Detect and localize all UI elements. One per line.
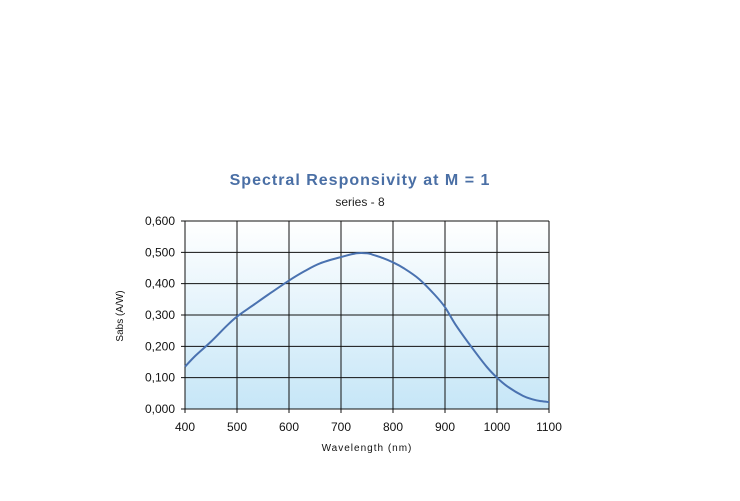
x-tick-label: 600 (279, 420, 299, 434)
y-tick-label: 0,300 (145, 308, 175, 322)
x-axis-label: Wavelength (nm) (322, 443, 413, 454)
y-axis-ticks: 0,000 0,100 0,200 0,300 0,400 0,500 0,600 (145, 214, 175, 416)
y-axis-label: Sabs (A/W) (115, 290, 126, 341)
x-tick-label: 900 (435, 420, 455, 434)
y-tick-label: 0,200 (145, 339, 175, 353)
y-tick-label: 0,400 (145, 277, 175, 291)
x-tick-label: 1000 (484, 420, 511, 434)
chart-title: Spectral Responsivity at M = 1 (229, 172, 491, 189)
x-axis-ticks: 400 500 600 700 800 900 1000 1100 (175, 420, 562, 434)
chart-subtitle: series - 8 (335, 195, 385, 209)
y-tick-label: 0,000 (145, 402, 175, 416)
x-tick-label: 700 (331, 420, 351, 434)
y-tick-label: 0,100 (145, 371, 175, 385)
x-tick-label: 800 (383, 420, 403, 434)
series-points (184, 253, 550, 403)
y-tick-label: 0,600 (145, 214, 175, 228)
y-tick-label: 0,500 (145, 245, 175, 259)
x-tick-label: 500 (227, 420, 247, 434)
grid (181, 220, 550, 413)
x-tick-label: 400 (175, 420, 195, 434)
x-tick-label: 1100 (536, 420, 562, 434)
